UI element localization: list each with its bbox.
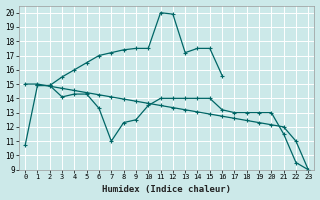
X-axis label: Humidex (Indice chaleur): Humidex (Indice chaleur): [102, 185, 231, 194]
